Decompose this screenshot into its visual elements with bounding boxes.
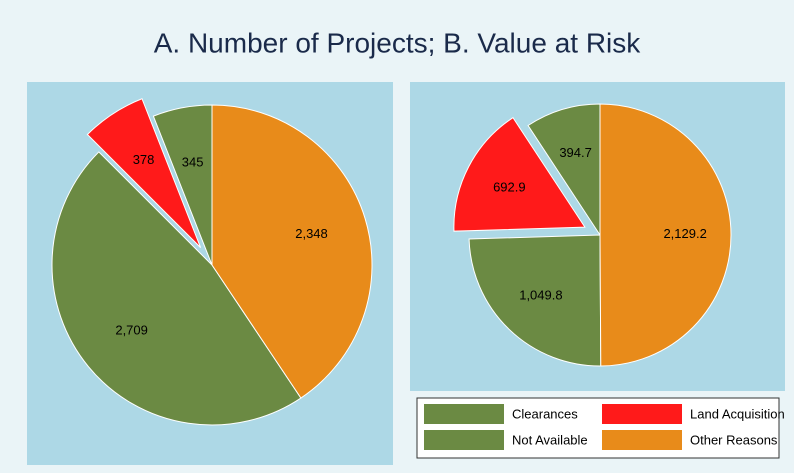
data-label: 2,709 xyxy=(115,322,148,337)
pie-slice xyxy=(86,98,202,248)
data-label: 1,049.8 xyxy=(519,288,562,303)
pie-slice xyxy=(453,116,586,232)
legend-swatch xyxy=(602,404,682,424)
pie-slice xyxy=(211,104,373,399)
chart-title: A. Number of Projects; B. Value at Risk xyxy=(154,27,642,58)
pie-slice xyxy=(599,103,732,367)
data-label: 378 xyxy=(133,152,155,167)
data-label: 692.9 xyxy=(493,179,526,194)
legend-swatch xyxy=(424,430,504,450)
legend-label: Other Reasons xyxy=(690,432,778,447)
data-label: 2,129.2 xyxy=(663,226,706,241)
pie-slice xyxy=(51,151,302,426)
legend-label: Clearances xyxy=(512,406,578,421)
legend-label: Not Available xyxy=(512,432,588,447)
data-label: 2,348 xyxy=(295,226,328,241)
data-label: 394.7 xyxy=(559,145,592,160)
legend-label: Land Acquisition xyxy=(690,406,785,421)
legend-swatch xyxy=(602,430,682,450)
pie-slice xyxy=(468,234,602,367)
data-label: 345 xyxy=(182,154,204,169)
legend-swatch xyxy=(424,404,504,424)
